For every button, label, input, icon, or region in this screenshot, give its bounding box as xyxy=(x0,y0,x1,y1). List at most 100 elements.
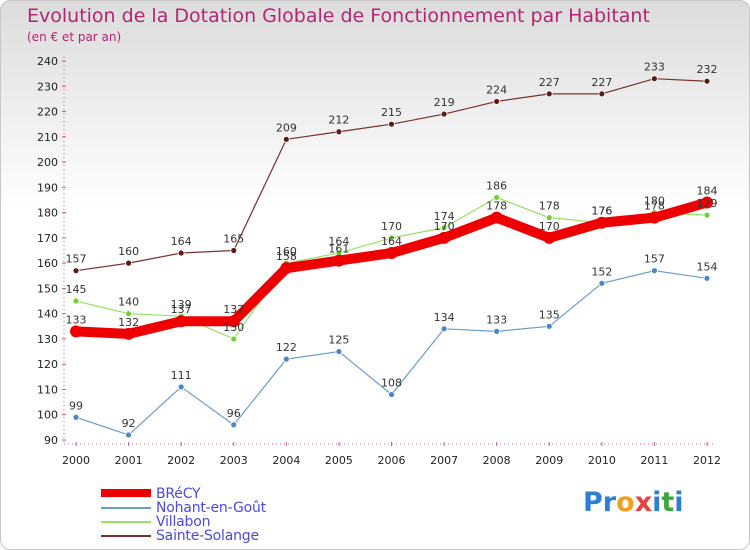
x-tick-label: 2009 xyxy=(535,454,563,467)
data-point xyxy=(230,335,238,343)
data-label: 96 xyxy=(227,407,241,420)
data-label: 212 xyxy=(328,114,349,127)
data-label: 154 xyxy=(697,260,718,273)
data-point xyxy=(598,90,606,98)
data-point xyxy=(125,310,132,318)
data-label: 178 xyxy=(486,200,507,213)
data-label: 132 xyxy=(118,316,139,329)
y-tick-label: 180 xyxy=(37,207,58,220)
legend-label: Sainte-Solange xyxy=(156,528,259,544)
data-point xyxy=(490,211,503,224)
data-label: 232 xyxy=(697,63,718,76)
data-label: 174 xyxy=(434,210,455,223)
data-label: 184 xyxy=(697,184,718,197)
logo-letter: i xyxy=(652,487,662,518)
legend-label: Nohant-en-Goût xyxy=(156,500,266,516)
chart-title: Evolution de la Dotation Globale de Fonc… xyxy=(27,5,650,27)
data-point xyxy=(440,224,448,232)
x-tick-label: 2005 xyxy=(325,454,353,467)
data-label: 178 xyxy=(644,200,665,213)
logo-letter: o xyxy=(616,487,635,518)
legend: BRéCY Nohant-en-Goût Villabon Sainte-Solang… xyxy=(101,486,401,544)
y-tick-label: 140 xyxy=(37,308,58,321)
data-point xyxy=(595,216,608,229)
data-label: 180 xyxy=(644,195,665,208)
data-label: 164 xyxy=(171,235,192,248)
logo-letter: t xyxy=(661,487,675,518)
data-label: 145 xyxy=(66,283,87,296)
data-point xyxy=(438,231,451,244)
data-point xyxy=(651,75,658,83)
data-label: 133 xyxy=(66,313,87,326)
data-label: 209 xyxy=(276,121,297,134)
x-tick-label: 2007 xyxy=(430,454,458,467)
x-tick-label: 2000 xyxy=(62,454,90,467)
y-tick-label: 130 xyxy=(37,333,58,346)
data-label: 227 xyxy=(591,76,612,89)
data-point xyxy=(72,267,80,275)
data-point xyxy=(70,325,82,338)
data-point xyxy=(335,128,343,136)
data-label: 137 xyxy=(223,303,244,316)
x-tick-label: 2001 xyxy=(115,454,143,467)
data-label: 99 xyxy=(69,399,83,412)
data-label: 135 xyxy=(539,308,560,321)
data-point xyxy=(282,355,290,363)
x-tick-label: 2010 xyxy=(588,454,616,467)
data-point xyxy=(703,211,711,219)
y-tick-label: 120 xyxy=(37,358,58,371)
data-point xyxy=(280,262,293,275)
data-label: 164 xyxy=(328,235,349,248)
data-point xyxy=(493,327,501,335)
data-label: 137 xyxy=(171,303,192,316)
data-label: 170 xyxy=(434,220,455,233)
logo-letter: i xyxy=(674,487,684,518)
data-point xyxy=(651,267,658,275)
data-label: 133 xyxy=(486,313,507,326)
y-tick-label: 150 xyxy=(37,282,58,295)
data-point xyxy=(703,77,711,85)
x-tick-label: 2002 xyxy=(167,454,195,467)
y-tick-label: 220 xyxy=(37,106,58,119)
data-point xyxy=(543,231,556,244)
y-tick-label: 240 xyxy=(37,55,58,68)
logo-letter: x xyxy=(634,487,653,518)
data-point xyxy=(493,194,501,201)
data-point xyxy=(230,421,238,429)
data-label: 161 xyxy=(328,243,349,256)
proxiti-logo: Proxiti xyxy=(583,487,684,518)
data-label: 170 xyxy=(539,220,560,233)
data-point xyxy=(177,249,185,257)
data-point xyxy=(598,279,606,287)
data-label: 170 xyxy=(381,220,402,233)
data-label: 224 xyxy=(486,83,507,96)
data-label: 176 xyxy=(591,205,612,218)
data-label: 157 xyxy=(66,253,87,266)
series-3 xyxy=(72,75,711,275)
data-point xyxy=(125,259,132,267)
data-point xyxy=(122,327,135,340)
data-point xyxy=(177,383,185,391)
legend-swatch xyxy=(101,535,151,537)
data-label: 233 xyxy=(644,61,665,74)
data-label: 122 xyxy=(276,341,297,354)
x-tick-label: 2006 xyxy=(378,454,406,467)
data-label: 178 xyxy=(539,200,560,213)
legend-swatch xyxy=(101,507,151,509)
data-point xyxy=(440,325,448,333)
y-tick-label: 90 xyxy=(44,434,58,447)
data-point xyxy=(648,211,661,224)
legend-swatch xyxy=(101,489,151,497)
data-point xyxy=(335,348,343,355)
data-point xyxy=(72,297,80,305)
y-tick-label: 210 xyxy=(37,131,58,144)
data-point xyxy=(332,254,345,267)
legend-item: Villabon xyxy=(101,514,401,530)
data-point xyxy=(545,214,553,222)
y-tick-label: 190 xyxy=(37,181,58,194)
y-tick-label: 200 xyxy=(37,156,58,169)
legend-swatch xyxy=(101,521,151,523)
data-label: 140 xyxy=(118,296,139,309)
series-1 xyxy=(72,267,711,439)
